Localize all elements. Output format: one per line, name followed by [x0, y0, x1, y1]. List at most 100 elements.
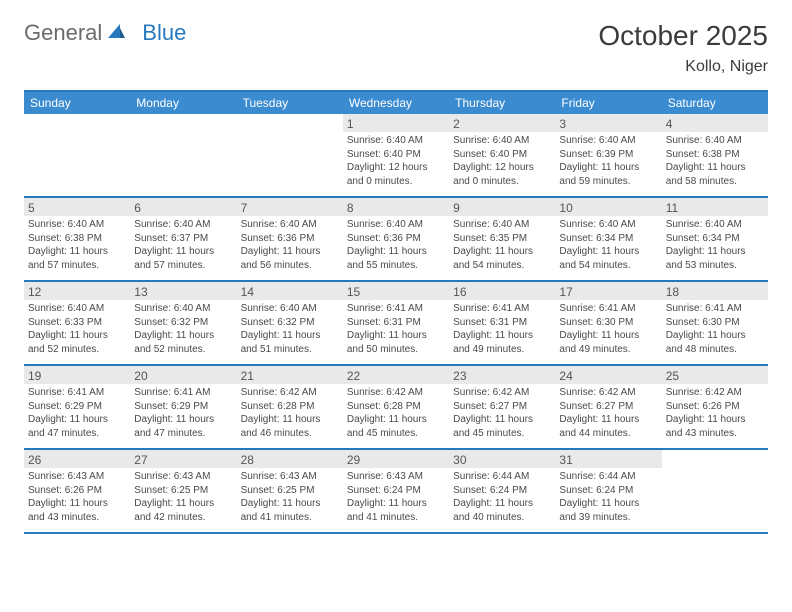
day-body: Sunrise: 6:41 AMSunset: 6:30 PMDaylight:…	[662, 300, 768, 360]
day-line: Sunset: 6:24 PM	[347, 484, 445, 498]
day-number: 22	[343, 366, 449, 384]
day-body: Sunrise: 6:41 AMSunset: 6:31 PMDaylight:…	[449, 300, 555, 360]
day-cell	[662, 450, 768, 532]
day-body: Sunrise: 6:41 AMSunset: 6:29 PMDaylight:…	[24, 384, 130, 444]
day-line: Sunrise: 6:40 AM	[134, 218, 232, 232]
day-line: Daylight: 11 hours and 49 minutes.	[453, 329, 551, 356]
day-line: Sunrise: 6:41 AM	[666, 302, 764, 316]
day-number: 27	[130, 450, 236, 468]
day-body: Sunrise: 6:43 AMSunset: 6:26 PMDaylight:…	[24, 468, 130, 528]
day-body: Sunrise: 6:43 AMSunset: 6:24 PMDaylight:…	[343, 468, 449, 528]
day-line: Daylight: 11 hours and 45 minutes.	[347, 413, 445, 440]
day-line: Daylight: 11 hours and 52 minutes.	[28, 329, 126, 356]
day-line: Sunrise: 6:42 AM	[453, 386, 551, 400]
day-cell: 14Sunrise: 6:40 AMSunset: 6:32 PMDayligh…	[237, 282, 343, 364]
day-line: Sunset: 6:29 PM	[134, 400, 232, 414]
dow-cell: Sunday	[24, 92, 130, 114]
day-number: 29	[343, 450, 449, 468]
day-cell: 17Sunrise: 6:41 AMSunset: 6:30 PMDayligh…	[555, 282, 661, 364]
day-cell: 26Sunrise: 6:43 AMSunset: 6:26 PMDayligh…	[24, 450, 130, 532]
day-body	[662, 468, 768, 474]
day-line: Daylight: 11 hours and 50 minutes.	[347, 329, 445, 356]
day-line: Sunset: 6:28 PM	[347, 400, 445, 414]
day-line: Sunset: 6:38 PM	[28, 232, 126, 246]
day-body: Sunrise: 6:41 AMSunset: 6:30 PMDaylight:…	[555, 300, 661, 360]
day-number: 9	[449, 198, 555, 216]
week-row: 26Sunrise: 6:43 AMSunset: 6:26 PMDayligh…	[24, 450, 768, 534]
day-body: Sunrise: 6:41 AMSunset: 6:29 PMDaylight:…	[130, 384, 236, 444]
day-line: Sunrise: 6:40 AM	[241, 302, 339, 316]
day-body: Sunrise: 6:40 AMSunset: 6:36 PMDaylight:…	[343, 216, 449, 276]
day-line: Daylight: 11 hours and 41 minutes.	[347, 497, 445, 524]
day-number: 14	[237, 282, 343, 300]
day-line: Sunset: 6:29 PM	[28, 400, 126, 414]
day-line: Daylight: 11 hours and 43 minutes.	[28, 497, 126, 524]
logo-text-blue: Blue	[142, 20, 186, 46]
day-cell: 12Sunrise: 6:40 AMSunset: 6:33 PMDayligh…	[24, 282, 130, 364]
calendar: SundayMondayTuesdayWednesdayThursdayFrid…	[24, 90, 768, 534]
day-line: Sunrise: 6:41 AM	[347, 302, 445, 316]
day-line: Sunset: 6:25 PM	[241, 484, 339, 498]
day-line: Daylight: 12 hours and 0 minutes.	[347, 161, 445, 188]
day-line: Sunset: 6:28 PM	[241, 400, 339, 414]
day-cell: 20Sunrise: 6:41 AMSunset: 6:29 PMDayligh…	[130, 366, 236, 448]
day-cell: 13Sunrise: 6:40 AMSunset: 6:32 PMDayligh…	[130, 282, 236, 364]
day-cell: 30Sunrise: 6:44 AMSunset: 6:24 PMDayligh…	[449, 450, 555, 532]
day-line: Sunrise: 6:44 AM	[559, 470, 657, 484]
dow-cell: Saturday	[662, 92, 768, 114]
day-cell: 15Sunrise: 6:41 AMSunset: 6:31 PMDayligh…	[343, 282, 449, 364]
day-cell: 3Sunrise: 6:40 AMSunset: 6:39 PMDaylight…	[555, 114, 661, 196]
day-cell: 23Sunrise: 6:42 AMSunset: 6:27 PMDayligh…	[449, 366, 555, 448]
day-body: Sunrise: 6:43 AMSunset: 6:25 PMDaylight:…	[130, 468, 236, 528]
day-line: Daylight: 11 hours and 55 minutes.	[347, 245, 445, 272]
day-body: Sunrise: 6:42 AMSunset: 6:27 PMDaylight:…	[449, 384, 555, 444]
day-line: Sunset: 6:31 PM	[347, 316, 445, 330]
day-body	[237, 132, 343, 138]
day-line: Sunrise: 6:40 AM	[241, 218, 339, 232]
dow-cell: Thursday	[449, 92, 555, 114]
day-body	[130, 132, 236, 138]
day-number: 7	[237, 198, 343, 216]
day-number: 8	[343, 198, 449, 216]
day-cell: 8Sunrise: 6:40 AMSunset: 6:36 PMDaylight…	[343, 198, 449, 280]
day-cell: 7 Sunrise: 6:40 AMSunset: 6:36 PMDaylight…	[237, 198, 343, 280]
location: Kollo, Niger	[598, 58, 768, 76]
day-line: Daylight: 11 hours and 41 minutes.	[241, 497, 339, 524]
day-line: Sunrise: 6:40 AM	[559, 218, 657, 232]
day-line: Sunset: 6:38 PM	[666, 148, 764, 162]
day-line: Daylight: 11 hours and 52 minutes.	[134, 329, 232, 356]
day-cell: 19Sunrise: 6:41 AMSunset: 6:29 PMDayligh…	[24, 366, 130, 448]
day-line: Sunrise: 6:42 AM	[559, 386, 657, 400]
day-body: Sunrise: 6:44 AMSunset: 6:24 PMDaylight:…	[449, 468, 555, 528]
dow-row: SundayMondayTuesdayWednesdayThursdayFrid…	[24, 92, 768, 114]
day-line: Sunrise: 6:40 AM	[347, 134, 445, 148]
day-line: Sunrise: 6:42 AM	[241, 386, 339, 400]
day-line: Daylight: 11 hours and 49 minutes.	[559, 329, 657, 356]
day-line: Sunrise: 6:41 AM	[453, 302, 551, 316]
day-body: Sunrise: 6:43 AMSunset: 6:25 PMDaylight:…	[237, 468, 343, 528]
day-line: Sunset: 6:36 PM	[241, 232, 339, 246]
day-cell: 2Sunrise: 6:40 AMSunset: 6:40 PMDaylight…	[449, 114, 555, 196]
day-body: Sunrise: 6:40 AMSunset: 6:39 PMDaylight:…	[555, 132, 661, 192]
dow-cell: Wednesday	[343, 92, 449, 114]
day-number: 2	[449, 114, 555, 132]
day-line: Sunrise: 6:40 AM	[559, 134, 657, 148]
day-line: Sunrise: 6:41 AM	[134, 386, 232, 400]
weeks-container: 1Sunrise: 6:40 AMSunset: 6:40 PMDaylight…	[24, 114, 768, 534]
day-line: Sunrise: 6:40 AM	[28, 302, 126, 316]
day-line: Daylight: 11 hours and 56 minutes.	[241, 245, 339, 272]
day-body: Sunrise: 6:42 AMSunset: 6:28 PMDaylight:…	[237, 384, 343, 444]
day-line: Daylight: 11 hours and 59 minutes.	[559, 161, 657, 188]
day-number: 5	[24, 198, 130, 216]
day-line: Sunrise: 6:40 AM	[347, 218, 445, 232]
day-line: Sunrise: 6:40 AM	[134, 302, 232, 316]
day-body	[24, 132, 130, 138]
day-number: 16	[449, 282, 555, 300]
day-number: 4	[662, 114, 768, 132]
day-number: 12	[24, 282, 130, 300]
day-body: Sunrise: 6:42 AMSunset: 6:26 PMDaylight:…	[662, 384, 768, 444]
day-cell: 25Sunrise: 6:42 AMSunset: 6:26 PMDayligh…	[662, 366, 768, 448]
day-line: Sunrise: 6:42 AM	[347, 386, 445, 400]
day-line: Sunset: 6:36 PM	[347, 232, 445, 246]
day-line: Daylight: 11 hours and 45 minutes.	[453, 413, 551, 440]
